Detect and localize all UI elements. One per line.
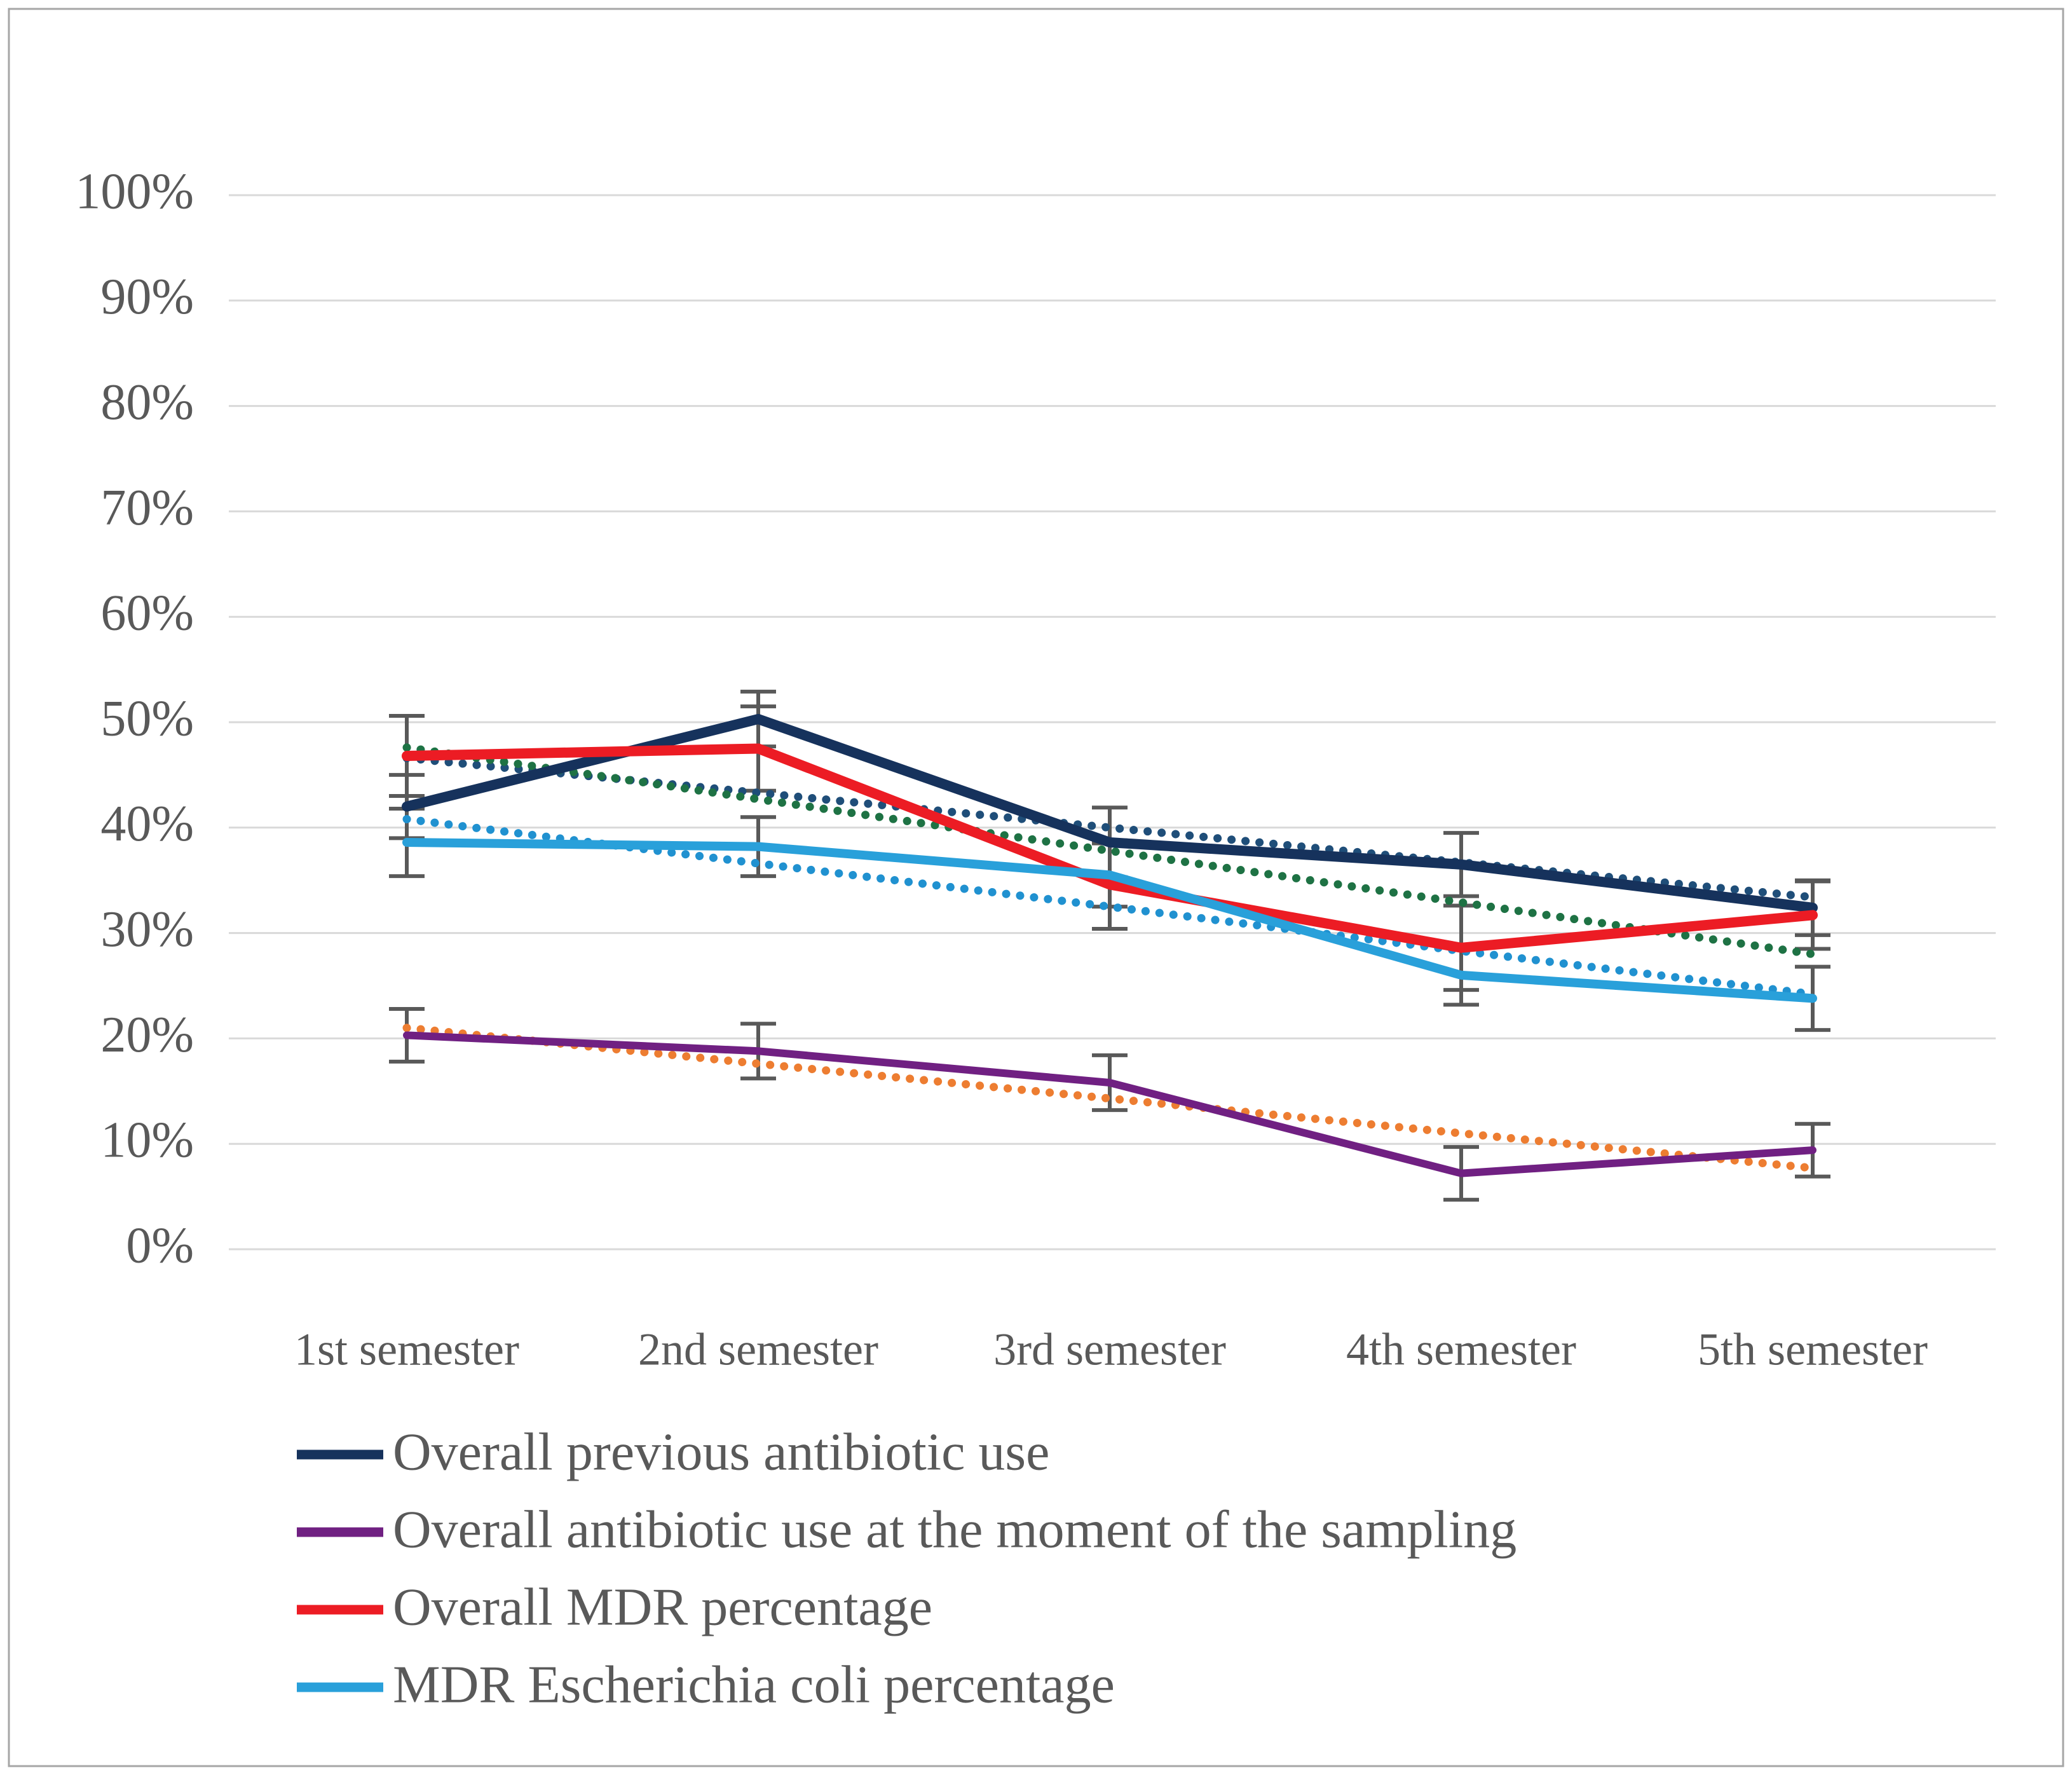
x-category-label: 5th semester <box>1698 1324 1928 1375</box>
y-tick-label: 30% <box>100 901 194 957</box>
legend-item: MDR Escherichia coli percentage <box>297 1655 1115 1714</box>
trendline-2 <box>402 743 1817 959</box>
legend-label: Overall previous antibiotic use <box>393 1422 1049 1481</box>
series-line-2 <box>403 1031 1816 1177</box>
y-tick-label: 80% <box>100 374 194 430</box>
x-category-label: 2nd semester <box>638 1324 878 1375</box>
y-tick-label: 70% <box>100 480 194 536</box>
x-category-label: 3rd semester <box>993 1324 1226 1375</box>
legend-label: Overall antibiotic use at the moment of … <box>393 1500 1517 1559</box>
x-axis-labels-group: 1st semester 2nd semester 3rd semester 4th … <box>294 1324 1928 1375</box>
y-tick-label: 50% <box>100 690 194 746</box>
y-tick-label: 60% <box>100 586 194 641</box>
trendline-4 <box>402 1024 1817 1172</box>
gridlines-group <box>229 194 1996 1251</box>
x-category-label: 1st semester <box>294 1324 519 1375</box>
series-line-4 <box>402 838 1817 1003</box>
legend-item: Overall MDR percentage <box>297 1577 932 1636</box>
series-line-3 <box>402 743 1818 953</box>
y-tick-label: 100% <box>75 163 194 219</box>
y-tick-label: 40% <box>100 796 194 852</box>
legend-label: Overall MDR percentage <box>393 1577 932 1636</box>
y-tick-label: 90% <box>100 269 194 325</box>
x-category-label: 4th semester <box>1346 1324 1576 1375</box>
y-axis-labels-group: 0% 10% 20% 30% 40% 50% 60% 70% 80% 90% 100% <box>75 163 194 1273</box>
y-tick-label: 0% <box>126 1217 194 1273</box>
y-tick-label: 10% <box>100 1113 194 1168</box>
legend-label: MDR Escherichia coli percentage <box>393 1655 1115 1714</box>
y-tick-label: 20% <box>100 1007 194 1063</box>
series-lines-group <box>402 714 1818 1177</box>
legend-item: Overall previous antibiotic use <box>297 1422 1049 1481</box>
legend-item: Overall antibiotic use at the moment of … <box>297 1500 1517 1559</box>
legend-group: Overall previous antibiotic use Overall a… <box>297 1422 1517 1714</box>
